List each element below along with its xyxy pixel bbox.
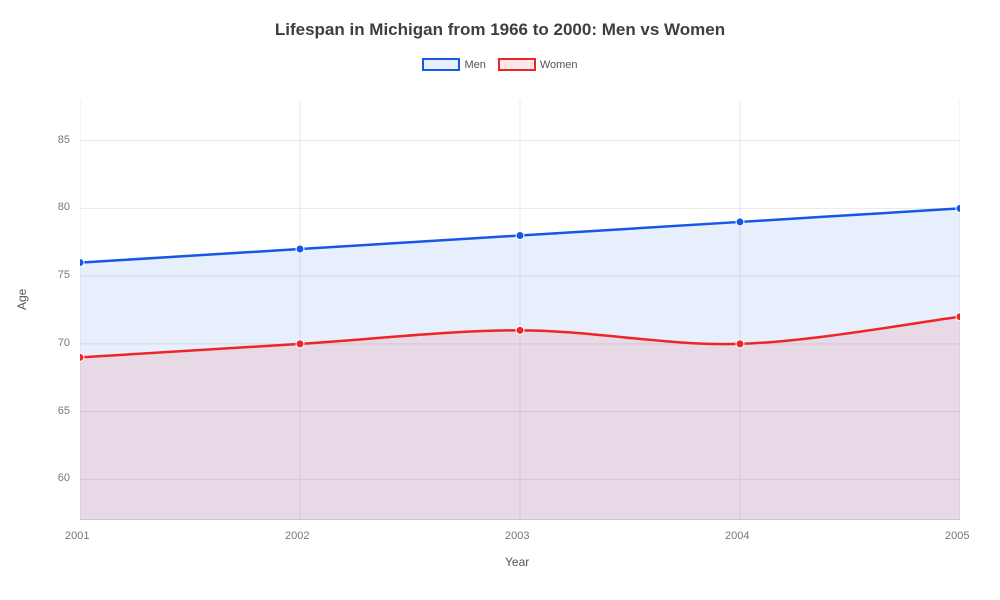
marker-men[interactable] <box>80 259 84 267</box>
legend-label-women: Women <box>540 59 578 71</box>
legend-item-women[interactable]: Women <box>498 58 578 71</box>
legend-swatch-men <box>422 58 460 71</box>
plot-area <box>80 100 960 520</box>
legend-label-men: Men <box>464 59 485 71</box>
x-tick-label: 2003 <box>505 530 529 542</box>
marker-men[interactable] <box>296 245 304 253</box>
y-axis-label: Age <box>15 289 29 310</box>
marker-men[interactable] <box>736 218 744 226</box>
y-tick-label: 70 <box>58 337 70 349</box>
y-tick-label: 80 <box>58 201 70 213</box>
y-tick-label: 60 <box>58 472 70 484</box>
chart-container: Lifespan in Michigan from 1966 to 2000: … <box>0 0 1000 600</box>
x-axis-label: Year <box>505 555 529 569</box>
chart-title: Lifespan in Michigan from 1966 to 2000: … <box>0 0 1000 40</box>
legend-swatch-women <box>498 58 536 71</box>
y-tick-label: 65 <box>58 405 70 417</box>
marker-men[interactable] <box>956 204 960 212</box>
x-tick-label: 2001 <box>65 530 89 542</box>
marker-women[interactable] <box>296 340 304 348</box>
marker-women[interactable] <box>80 353 84 361</box>
marker-women[interactable] <box>736 340 744 348</box>
marker-women[interactable] <box>956 313 960 321</box>
x-tick-label: 2002 <box>285 530 309 542</box>
legend: Men Women <box>0 58 1000 71</box>
x-tick-label: 2004 <box>725 530 749 542</box>
marker-men[interactable] <box>516 231 524 239</box>
marker-women[interactable] <box>516 326 524 334</box>
y-tick-label: 85 <box>58 134 70 146</box>
x-tick-label: 2005 <box>945 530 969 542</box>
legend-item-men[interactable]: Men <box>422 58 485 71</box>
y-tick-label: 75 <box>58 269 70 281</box>
